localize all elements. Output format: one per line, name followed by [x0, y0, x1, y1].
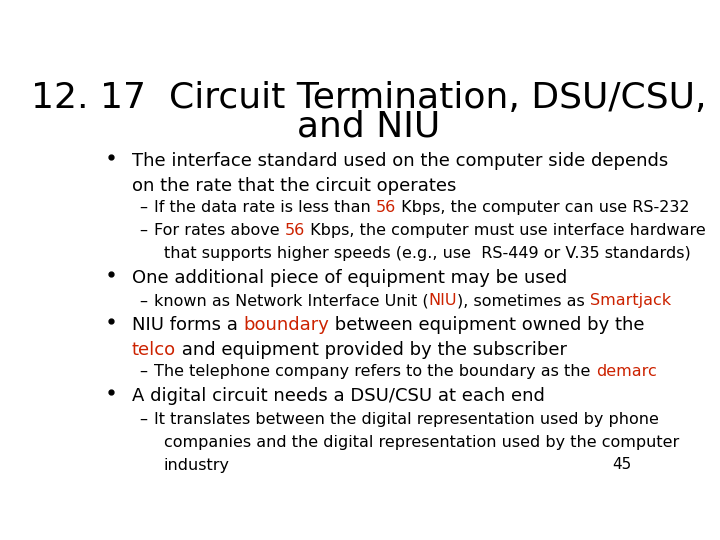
- Text: between equipment owned by the: between equipment owned by the: [329, 316, 645, 334]
- Text: For rates above: For rates above: [154, 223, 285, 238]
- Text: that supports higher speeds (e.g., use  RS-449 or V.35 standards): that supports higher speeds (e.g., use R…: [163, 246, 690, 261]
- Text: The interface standard used on the computer side depends: The interface standard used on the compu…: [132, 152, 668, 170]
- Text: demarc: demarc: [595, 364, 657, 379]
- Text: ), sometimes as: ), sometimes as: [457, 294, 590, 308]
- Text: –: –: [139, 294, 147, 308]
- Text: boundary: boundary: [243, 316, 329, 334]
- Text: 12. 17  Circuit Termination, DSU/CSU,: 12. 17 Circuit Termination, DSU/CSU,: [31, 82, 707, 116]
- Text: –: –: [139, 200, 147, 215]
- Text: The telephone company refers to the boundary as the: The telephone company refers to the boun…: [154, 364, 595, 379]
- Text: and NIU: and NIU: [297, 109, 441, 143]
- Text: 56: 56: [285, 223, 305, 238]
- Text: It translates between the digital representation used by phone: It translates between the digital repres…: [154, 412, 659, 427]
- Text: industry: industry: [163, 458, 230, 472]
- Text: A digital circuit needs a DSU/CSU at each end: A digital circuit needs a DSU/CSU at eac…: [132, 387, 545, 405]
- Text: Smartjack: Smartjack: [590, 294, 671, 308]
- Text: NIU forms a: NIU forms a: [132, 316, 243, 334]
- Text: One additional piece of equipment may be used: One additional piece of equipment may be…: [132, 268, 567, 287]
- Text: NIU: NIU: [429, 294, 457, 308]
- Text: telco: telco: [132, 341, 176, 359]
- Text: –: –: [139, 412, 147, 427]
- Text: 45: 45: [612, 457, 631, 472]
- Text: companies and the digital representation used by the computer: companies and the digital representation…: [163, 435, 679, 450]
- Text: and equipment provided by the subscriber: and equipment provided by the subscriber: [176, 341, 567, 359]
- Text: 56: 56: [376, 200, 396, 215]
- Text: on the rate that the circuit operates: on the rate that the circuit operates: [132, 177, 456, 195]
- Text: If the data rate is less than: If the data rate is less than: [154, 200, 376, 215]
- Text: known as Network Interface Unit (: known as Network Interface Unit (: [154, 294, 429, 308]
- Text: –: –: [139, 223, 147, 238]
- Text: –: –: [139, 364, 147, 379]
- Text: Kbps, the computer can use RS-232: Kbps, the computer can use RS-232: [396, 200, 690, 215]
- Text: Kbps, the computer must use interface hardware: Kbps, the computer must use interface ha…: [305, 223, 706, 238]
